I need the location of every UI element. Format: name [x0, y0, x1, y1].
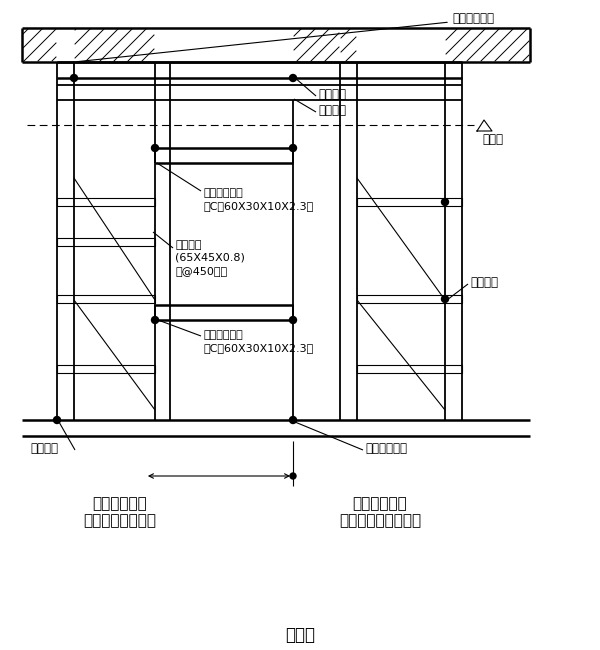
Text: 振れ止め: 振れ止め [470, 276, 498, 289]
Text: 開口部補強材: 開口部補強材 [203, 330, 243, 340]
Circle shape [290, 473, 296, 479]
Circle shape [290, 317, 296, 324]
Circle shape [442, 296, 449, 302]
Circle shape [442, 198, 449, 205]
Circle shape [71, 75, 77, 81]
Text: スタッド: スタッド [175, 240, 202, 250]
Circle shape [151, 144, 158, 151]
Circle shape [290, 417, 296, 424]
Circle shape [151, 317, 158, 324]
Text: ランナー: ランナー [318, 103, 346, 116]
Circle shape [53, 417, 61, 424]
Text: ランナー: ランナー [30, 441, 58, 454]
Text: 天井面: 天井面 [482, 133, 503, 146]
Text: 取付け用金物: 取付け用金物 [365, 441, 407, 454]
Text: 天井高が同じ場合: 天井高が同じ場合 [83, 513, 157, 528]
Text: （C－60X30X10X2.3）: （C－60X30X10X2.3） [203, 343, 313, 353]
Text: ランナー: ランナー [318, 88, 346, 101]
Text: 隣り合う室の: 隣り合う室の [353, 496, 407, 511]
Text: 軸　組: 軸 組 [285, 626, 315, 644]
Circle shape [290, 144, 296, 151]
Text: （C－60X30X10X2.3）: （C－60X30X10X2.3） [203, 201, 313, 211]
Text: 隣り合う室の: 隣り合う室の [92, 496, 148, 511]
Text: 天井高が異なる場合: 天井高が異なる場合 [339, 513, 421, 528]
Text: 取付け用金物: 取付け用金物 [452, 12, 494, 25]
Text: (65X45X0.8): (65X45X0.8) [175, 253, 245, 263]
Circle shape [290, 75, 296, 81]
Text: －@450程度: －@450程度 [175, 266, 227, 276]
Bar [22, 28, 530, 62]
Text: 開口部補強材: 開口部補強材 [203, 188, 243, 198]
